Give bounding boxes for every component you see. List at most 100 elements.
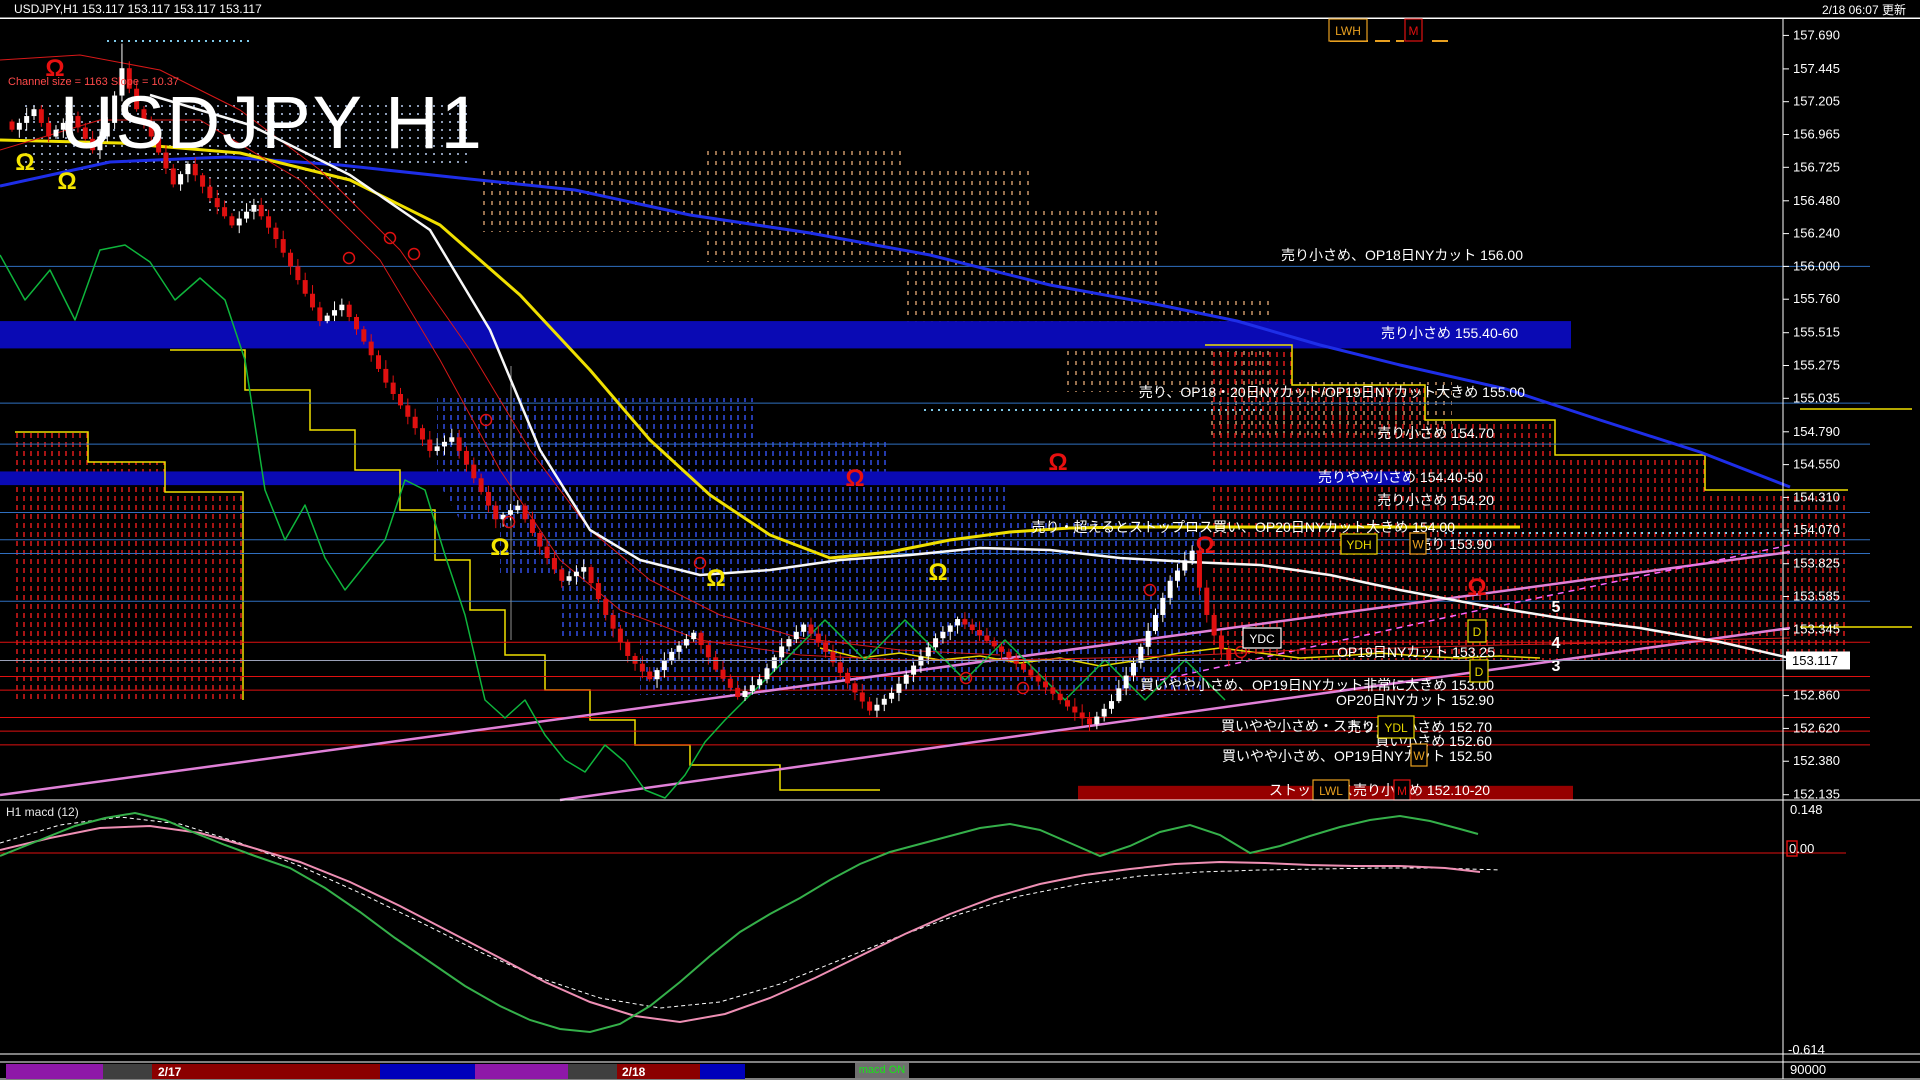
candle-up bbox=[661, 660, 667, 671]
candle-down bbox=[984, 635, 990, 641]
candle-down bbox=[266, 216, 272, 228]
level-badge[interactable]: M bbox=[1404, 18, 1423, 42]
candle-down bbox=[1211, 614, 1217, 636]
candle-up bbox=[933, 638, 939, 648]
ma-white bbox=[149, 93, 1791, 660]
candle-up bbox=[771, 657, 777, 669]
svg-text:W: W bbox=[1413, 749, 1425, 763]
price-tick-label: 152.620 bbox=[1793, 720, 1840, 735]
zigzag-green bbox=[0, 244, 1226, 799]
date-bar: 2/17 2/18 bbox=[6, 1064, 745, 1079]
level-badges[interactable]: LWH M YDH W D D YDC YDL W LWL M bbox=[1242, 18, 1489, 801]
candle-up bbox=[1145, 630, 1151, 647]
candle-up bbox=[764, 668, 770, 680]
candle-down bbox=[229, 216, 235, 226]
sell-signal-ring-icon bbox=[383, 231, 397, 245]
ma-blue bbox=[0, 155, 1791, 489]
omega-yellow-icon: Ω bbox=[490, 534, 509, 561]
price-tick-label: 153.825 bbox=[1793, 556, 1840, 571]
level-badge[interactable]: LWL bbox=[1312, 779, 1350, 801]
candle-down bbox=[75, 116, 81, 128]
candle-up bbox=[786, 639, 792, 647]
candle-down bbox=[141, 109, 147, 123]
candle-up bbox=[53, 129, 59, 137]
candle-down bbox=[170, 168, 176, 185]
candle-up bbox=[507, 510, 513, 515]
candle-down bbox=[134, 88, 140, 110]
session-segment bbox=[380, 1064, 475, 1079]
candle-up bbox=[918, 656, 924, 666]
candle-up bbox=[947, 625, 953, 632]
candle-down bbox=[82, 127, 88, 139]
macd-toggle-button[interactable]: macd ON bbox=[855, 1063, 909, 1078]
level-badge[interactable]: YDL bbox=[1377, 715, 1415, 739]
candle-down bbox=[9, 121, 15, 130]
candle-up bbox=[940, 631, 946, 639]
candle-up bbox=[801, 624, 807, 632]
level-badge[interactable]: W bbox=[1410, 743, 1428, 767]
level-badge[interactable]: M bbox=[1393, 779, 1411, 801]
omega-red-icon: Ω bbox=[845, 465, 864, 492]
macd-main-line bbox=[0, 811, 1479, 1034]
wave-count-number: 3 bbox=[1552, 658, 1561, 675]
wave-count-number: 4 bbox=[1552, 635, 1561, 652]
candle-down bbox=[727, 678, 733, 688]
svg-text:W: W bbox=[1412, 538, 1424, 552]
candle-down bbox=[302, 280, 308, 294]
candle-up bbox=[31, 109, 37, 117]
candle-up bbox=[566, 576, 572, 581]
candle-down bbox=[830, 651, 836, 663]
candle-up bbox=[1152, 614, 1158, 631]
candle-down bbox=[280, 239, 286, 253]
candle-down bbox=[163, 152, 169, 169]
candle-down bbox=[977, 630, 983, 636]
omega-yellow-icon: Ω bbox=[706, 565, 725, 592]
price-tick-label: 156.965 bbox=[1793, 127, 1840, 142]
price-band bbox=[0, 321, 1571, 349]
macd-pane bbox=[0, 811, 1846, 1034]
candle-up bbox=[1101, 708, 1107, 717]
candle-down bbox=[1006, 651, 1012, 658]
candle-down bbox=[610, 614, 616, 629]
sell-signal-ring-icon bbox=[693, 556, 707, 570]
level-badge[interactable]: YDC bbox=[1242, 627, 1282, 649]
candle-up bbox=[903, 674, 909, 684]
candle-up bbox=[68, 116, 74, 123]
price-axis: 157.690 157.445 157.205 156.965 156.725 156.4… bbox=[1783, 27, 1850, 1077]
session-segment bbox=[700, 1064, 745, 1079]
price-tick-label: 155.035 bbox=[1793, 390, 1840, 405]
order-annotation: 売り 153.90 bbox=[1417, 536, 1492, 552]
candle-up bbox=[911, 665, 917, 675]
candle-up bbox=[332, 310, 338, 316]
price-tick-label: 156.725 bbox=[1793, 159, 1840, 174]
price-tick-label: 156.240 bbox=[1793, 226, 1840, 241]
level-badge[interactable]: D bbox=[1467, 619, 1487, 643]
level-badge[interactable]: D bbox=[1469, 659, 1489, 683]
candle-down bbox=[705, 645, 711, 658]
order-annotation: OP20日NYカット 152.90 bbox=[1336, 692, 1494, 708]
candle-down bbox=[1043, 681, 1049, 688]
candle-down bbox=[1057, 693, 1063, 701]
svg-text:YDL: YDL bbox=[1384, 721, 1408, 735]
price-tick-label: 157.445 bbox=[1793, 61, 1840, 76]
order-annotation: 売り小さめ 154.20 bbox=[1377, 492, 1494, 508]
session-segment bbox=[6, 1064, 103, 1079]
candle-down bbox=[295, 266, 301, 281]
omega-red-icon: Ω bbox=[1467, 574, 1486, 601]
session-segment bbox=[568, 1064, 617, 1079]
candle-up bbox=[449, 437, 455, 442]
candle-down bbox=[200, 175, 206, 187]
session-segment bbox=[475, 1064, 568, 1079]
candle-down bbox=[537, 532, 543, 547]
candle-down bbox=[713, 657, 719, 670]
level-badge[interactable]: YDH bbox=[1340, 533, 1378, 555]
level-badge[interactable]: LWH bbox=[1328, 18, 1368, 42]
candle-down bbox=[427, 439, 433, 451]
candle-down bbox=[639, 663, 645, 672]
candle-up bbox=[1167, 580, 1173, 598]
level-badge[interactable]: W bbox=[1409, 532, 1427, 555]
sell-signal-ring-icon bbox=[407, 247, 421, 261]
candle-up bbox=[573, 571, 579, 577]
